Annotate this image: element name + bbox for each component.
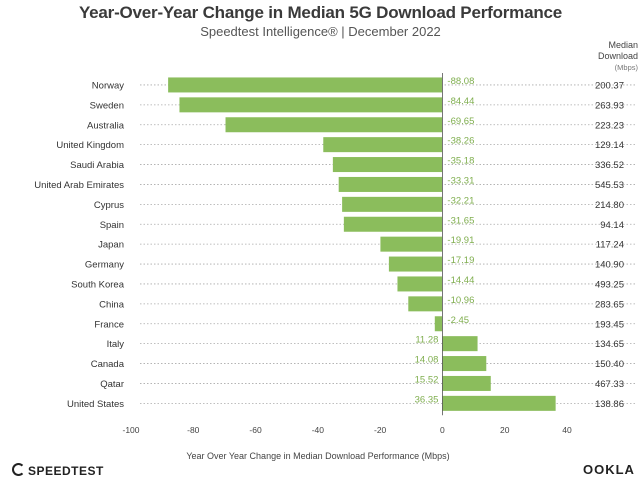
value-label: -38.26 [447,136,474,147]
x-tick-label: 0 [440,425,445,435]
bar [434,316,443,332]
category-label: Sweden [90,100,124,111]
x-axis-label: Year Over Year Change in Median Download… [186,451,449,461]
value-label: -32.21 [447,195,474,206]
chart-title: Year-Over-Year Change in Median 5G Downl… [78,3,563,22]
category-label: South Korea [71,279,125,290]
category-label: Qatar [100,379,124,390]
value-label: -35.18 [447,156,474,167]
value-label: 36.35 [415,394,439,405]
bar [388,256,443,272]
median-download-value: 129.14 [595,140,624,151]
bar [323,137,443,153]
x-tick-label: -20 [374,425,387,435]
value-label: -84.44 [447,96,474,107]
median-download-value: 493.25 [595,279,624,290]
value-label: -2.45 [447,315,469,326]
median-download-header-line2: Download [597,51,638,61]
bar [338,176,443,192]
median-download-value: 214.80 [595,200,624,211]
x-tick-label: 40 [562,425,572,435]
category-label: France [94,319,124,330]
bar [380,236,443,252]
value-label: 14.08 [415,355,439,366]
speedtest-logo: SPEEDTEST [12,463,104,478]
category-label: China [99,299,125,310]
bar [442,375,491,391]
x-tick-label: -60 [249,425,262,435]
category-label: United Kingdom [56,140,124,151]
value-label: -10.96 [447,295,474,306]
median-download-value: 117.24 [596,240,624,251]
value-label: 11.28 [415,335,438,346]
median-download-value: 467.33 [595,379,624,390]
bar [179,97,443,113]
value-label: -31.65 [447,215,474,226]
bar [225,117,443,133]
median-download-value: 283.65 [595,299,624,310]
median-download-value: 545.53 [595,180,624,191]
median-download-value: 140.90 [595,260,624,271]
category-label: Cyprus [94,200,124,211]
bar [168,77,443,93]
median-download-value: 263.93 [595,100,624,111]
bar [442,336,478,352]
value-label: -17.19 [447,255,474,266]
median-download-value: 134.65 [595,339,624,350]
median-download-header-line1: Median [608,40,638,50]
median-download-value: 193.45 [595,319,624,330]
category-label: Japan [98,240,124,251]
median-download-value: 223.23 [595,120,624,131]
x-tick-label: -80 [187,425,200,435]
category-label: Canada [91,359,125,370]
speedtest-logo-text: SPEEDTEST [28,464,104,478]
bar [442,356,487,372]
bar [408,296,443,312]
x-tick-label: 20 [500,425,510,435]
category-label: United Arab Emirates [34,180,124,191]
median-download-header: Median Download (Mbps) [568,40,638,73]
category-label: Italy [107,339,125,350]
x-tick-label: -40 [312,425,325,435]
bar [332,157,443,173]
median-download-header-unit: (Mbps) [614,63,638,72]
value-label: -88.08 [447,76,474,87]
value-label: -19.91 [447,235,474,246]
value-label: 15.52 [415,374,439,385]
median-download-value: 94.14 [600,220,624,231]
bar [442,395,556,411]
x-tick-label: -100 [122,425,139,435]
category-label: Norway [92,80,124,91]
median-download-value: 200.37 [595,80,624,91]
bar [397,276,443,292]
category-label: Saudi Arabia [70,160,125,171]
speedtest-ring-icon [12,463,25,476]
category-label: Australia [87,120,125,131]
chart-subtitle: Speedtest Intelligence® | December 2022 [200,24,441,39]
value-label: -69.65 [447,116,474,127]
median-download-value: 138.86 [595,399,624,410]
ookla-logo: OOKLA [583,462,635,477]
value-label: -14.44 [447,275,474,286]
value-label: -33.31 [447,175,474,186]
category-label: Spain [100,220,124,231]
category-label: United States [67,399,124,410]
category-label: Germany [85,260,124,271]
median-download-value: 336.52 [595,160,624,171]
bar [343,216,443,232]
bar [342,196,443,212]
median-download-value: 150.40 [595,359,624,370]
